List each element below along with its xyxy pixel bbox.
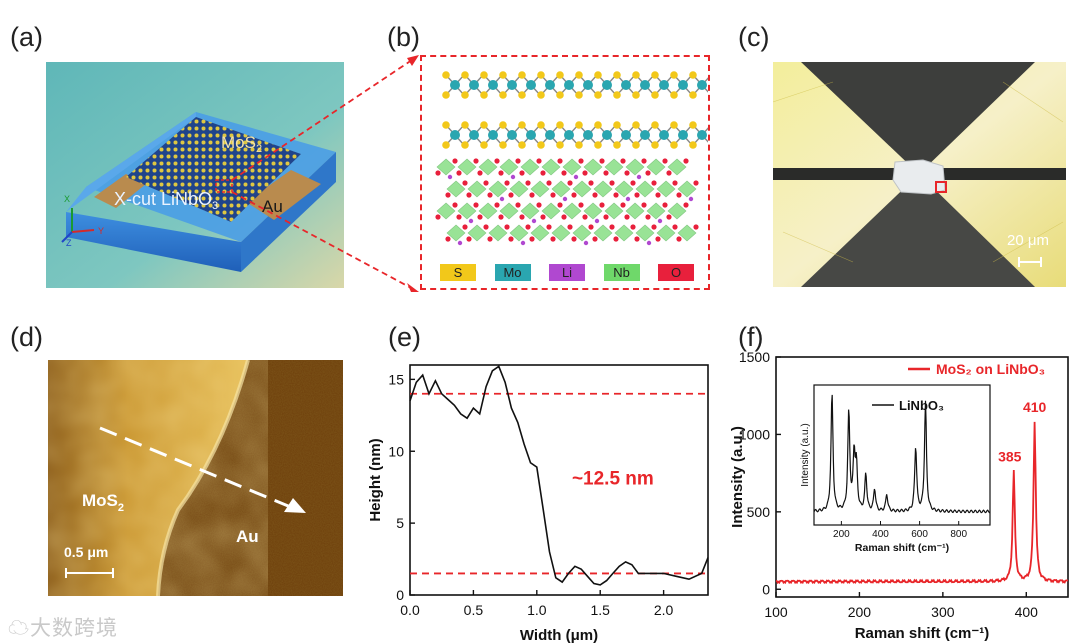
- x-tick-label-e-4: 2.0: [654, 602, 674, 618]
- substrate-front: [66, 212, 241, 272]
- height-profile-chart: 0.0 0.5 1.0 1.5 2.0 0 5 10 15 Width (μm) Height (n…: [367, 364, 709, 643]
- inset-x-axis-label: Raman shift (cm⁻¹): [855, 542, 949, 554]
- axis-x-label: X: [64, 194, 70, 204]
- mos2-label-a: MoS: [221, 133, 256, 152]
- inset-series-line: [813, 394, 991, 514]
- svg-text:MoS2: MoS2: [221, 133, 262, 155]
- x-tick-label-e-2: 1.0: [527, 602, 547, 618]
- zoom-box-c: [935, 181, 947, 193]
- substrate-left: [66, 112, 196, 212]
- x-tick-label-f-3: 400: [1015, 604, 1039, 620]
- height-profile-line: [409, 365, 709, 586]
- inset-x-tick-label-1: 400: [872, 529, 889, 540]
- micrograph-art: 20 μm: [773, 62, 1066, 287]
- scalebar-label-c: 20 μm: [1007, 232, 1049, 249]
- plot-frame-f: [775, 356, 1069, 598]
- y-axis-label-e: Height (nm): [367, 438, 384, 521]
- panel-label-c: (c): [738, 22, 770, 52]
- mos2-layer-2: [442, 121, 712, 149]
- mos2-flake-c: [892, 159, 946, 195]
- au-electrode-right: [246, 170, 321, 220]
- crystal-structure: S Mo Li Nb O: [420, 55, 712, 290]
- inset-x-tick-label-2: 600: [911, 529, 928, 540]
- legend-nb: Nb: [603, 264, 640, 281]
- raman-spectrum-chart: 100 200 300 400 0 500 1000 1500 Raman shift (cm⁻…: [729, 349, 1069, 642]
- mos2-sub-a: 2: [256, 143, 262, 155]
- mos2-layer-1: [442, 71, 712, 99]
- substrate-label: X-cut LiNbO: [114, 189, 212, 209]
- legend-s: S: [440, 264, 476, 281]
- legend-label-mos2: MoS₂ on LiNbO₃: [936, 361, 1045, 377]
- inset-y-axis-label: Intensity (a.u.): [800, 423, 811, 486]
- crystal-structure-art: [435, 71, 712, 246]
- panel-label-a: (a): [10, 22, 43, 52]
- svg-text:MoS2: MoS2: [82, 491, 124, 514]
- x-tick-label-f-0: 100: [764, 604, 788, 620]
- mos2-label-d: MoS: [82, 491, 118, 510]
- x-tick-label-e-3: 1.5: [590, 602, 610, 618]
- watermark-text: 大数跨境: [30, 617, 118, 640]
- device-schematic: MoS2 X-cut LiNbO3 Au X Y Z: [46, 62, 344, 288]
- inset-frame: [813, 384, 991, 526]
- zoom-box-a: [215, 179, 233, 193]
- au-electrode-left: [94, 174, 146, 208]
- inset-x-tick-label-0: 200: [833, 529, 850, 540]
- x-axis-label-e: Width (μm): [520, 627, 598, 643]
- peak-label-385: 385: [998, 449, 1022, 465]
- y-axis-label-f: Intensity (a.u.): [729, 426, 746, 528]
- legend-o: O: [658, 264, 694, 281]
- au-label-d: Au: [236, 527, 259, 546]
- y-tick-label-f-1: 500: [747, 504, 771, 520]
- linbo3-substrate: [435, 158, 699, 246]
- x-axis-label-f: Raman shift (cm⁻¹): [855, 625, 990, 642]
- svg-text:X-cut LiNbO3: X-cut LiNbO3: [114, 189, 218, 212]
- afm-art: MoS2 Au 0.5 μm: [48, 360, 343, 596]
- y-tick-label-f-0: 0: [762, 581, 770, 597]
- axis-z-label: Z: [66, 238, 72, 248]
- peak-label-410: 410: [1023, 399, 1047, 415]
- y-tick-label-f-3: 1500: [739, 349, 770, 365]
- y-tick-label-e-2: 10: [388, 443, 404, 459]
- x-tick-label-e-0: 0.0: [400, 602, 420, 618]
- panel-label-f: (f): [738, 322, 764, 352]
- legend-label-linbo3: LiNbO₃: [899, 398, 944, 413]
- afm-image: MoS2 Au 0.5 μm: [48, 360, 343, 596]
- element-legend: S Mo Li Nb O: [440, 264, 694, 282]
- legend-li: Li: [549, 264, 585, 281]
- axes-triad: X Y Z: [61, 194, 104, 248]
- inset-x-tick-label-3: 800: [950, 529, 967, 540]
- legend-mo: Mo: [494, 264, 531, 281]
- axis-y-label: Y: [98, 226, 104, 236]
- scalebar-label-d: 0.5 μm: [64, 544, 108, 560]
- scan-line-arrow: [99, 426, 294, 510]
- mos2-sub-d: 2: [118, 502, 124, 514]
- x-tick-label-e-1: 0.5: [464, 602, 484, 618]
- optical-micrograph: 20 μm: [773, 62, 1066, 287]
- panel-a-illustration: MoS2 X-cut LiNbO3 Au X Y Z: [46, 62, 344, 288]
- mos2-flake: [126, 117, 301, 222]
- substrate-sub: 3: [212, 200, 218, 212]
- x-tick-label-f-2: 300: [931, 604, 955, 620]
- y-tick-label-f-2: 1000: [739, 426, 770, 442]
- step-height-annotation: ~12.5 nm: [572, 468, 654, 489]
- watermark-icon: ☁: [8, 617, 30, 640]
- y-tick-label-e-3: 15: [388, 371, 404, 387]
- watermark: ☁大数跨境: [8, 612, 118, 642]
- x-tick-label-f-1: 200: [848, 604, 872, 620]
- panel-label-d: (d): [10, 322, 43, 352]
- y-tick-label-e-0: 0: [396, 587, 404, 603]
- y-tick-label-e-1: 5: [396, 515, 404, 531]
- plot-frame-e: [409, 364, 709, 596]
- panel-label-b: (b): [387, 22, 420, 52]
- panel-label-e: (e): [388, 322, 421, 352]
- raman-series-line: [775, 421, 1068, 585]
